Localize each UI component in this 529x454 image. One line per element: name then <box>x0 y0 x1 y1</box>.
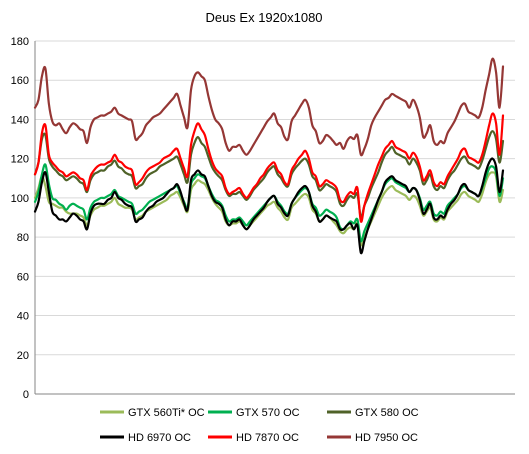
legend-label-4: HD 7870 OC <box>236 432 299 444</box>
y-tick-label: 120 <box>11 154 29 166</box>
series-line-4 <box>33 112 505 223</box>
chart-title: Deus Ex 1920x1080 <box>205 10 322 25</box>
series-line-5 <box>33 57 505 157</box>
legend-label-3: HD 6970 OC <box>128 432 191 444</box>
y-tick-label: 100 <box>11 193 29 205</box>
series-line-2 <box>33 130 505 219</box>
legend: GTX 560Ti* OC GTX 570 OC GTX 580 OC HD 6970… <box>100 407 419 444</box>
legend-label-5: HD 7950 OC <box>355 432 418 444</box>
y-tick-label: 40 <box>17 311 29 323</box>
series-line-3 <box>33 157 505 255</box>
y-tick-label: 160 <box>11 75 29 87</box>
legend-label-2: GTX 580 OC <box>355 407 419 419</box>
legend-label-0: GTX 560Ti* OC <box>128 407 205 419</box>
y-tick-label: 0 <box>23 389 29 401</box>
y-tick-label: 180 <box>11 36 29 48</box>
y-axis-ticks: 0 20 40 60 80 100 120 140 160 180 <box>11 36 29 401</box>
y-tick-label: 80 <box>17 232 29 244</box>
y-tick-label: 20 <box>17 350 29 362</box>
y-tick-label: 60 <box>17 271 29 283</box>
y-tick-label: 140 <box>11 114 29 126</box>
legend-label-1: GTX 570 OC <box>236 407 300 419</box>
series-lines <box>33 57 505 255</box>
